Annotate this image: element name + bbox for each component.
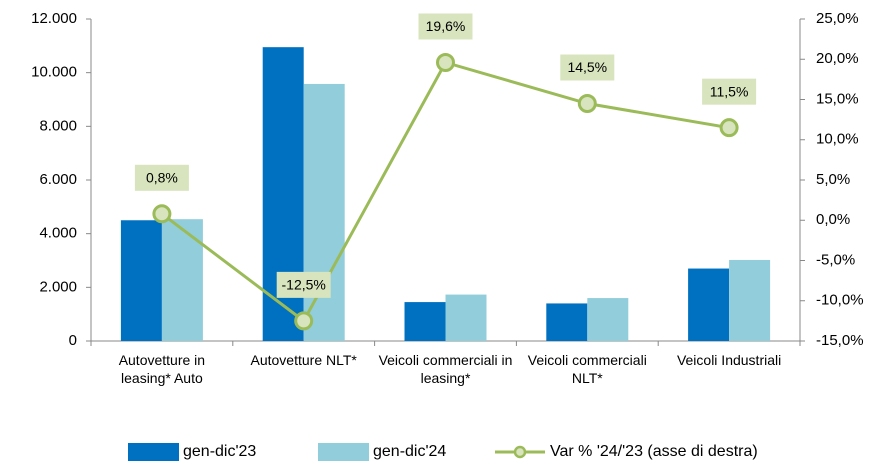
value-label: 14,5%: [567, 59, 607, 75]
bar: [729, 259, 771, 341]
marker: [719, 118, 739, 138]
value-label-box: [276, 271, 331, 298]
y2-tick-label: -5,0%: [816, 251, 855, 268]
x-tick-label: Veicoli commerciali in leasing*: [378, 352, 513, 386]
y-tick-label: 4.000: [39, 225, 77, 242]
legend-swatch: [128, 443, 179, 461]
y2-tick-label: -10,0%: [816, 292, 864, 309]
line: [160, 60, 730, 324]
y-tick-label: 6.000: [39, 171, 77, 188]
y2-tick-label: -15,0%: [816, 332, 864, 349]
value-label-box: [134, 164, 189, 191]
bar: [303, 83, 345, 341]
bar: [546, 303, 588, 341]
marker: [436, 52, 455, 72]
legend-swatch: [318, 443, 369, 461]
value-label-box: [702, 78, 757, 105]
y2-tick-label: 25,0%: [816, 10, 859, 27]
marker: [152, 204, 172, 224]
y2-tick-label: 15,0%: [816, 90, 859, 107]
legend-marker: [513, 445, 527, 459]
x-tick-label: Veicoli commerciali NLT*: [527, 352, 647, 386]
y-tick-label: 0: [69, 332, 77, 349]
y2-tick-label: 20,0%: [816, 50, 859, 67]
x-tick-label: Autovetture in leasing* Auto: [118, 352, 206, 386]
y-tick-label: 10.000: [31, 64, 77, 81]
x-tick-label: Veicoli Industriali: [676, 352, 782, 368]
y2-tick-label: 5,0%: [816, 171, 850, 188]
legend-label: gen-dic'24: [373, 443, 446, 460]
bar: [120, 220, 162, 341]
value-label: 11,5%: [710, 83, 749, 99]
y2-tick-label: 0,0%: [816, 211, 850, 228]
value-label: -12,5%: [282, 277, 326, 293]
bar: [404, 302, 446, 341]
y-tick-label: 2.000: [39, 278, 77, 295]
value-label: 0,8%: [146, 170, 178, 186]
bar: [688, 268, 730, 341]
marker: [577, 94, 597, 114]
bar: [445, 294, 487, 341]
legend-label: Var % '24/'23 (asse di destra): [550, 443, 758, 460]
value-label-box: [418, 13, 473, 40]
bar: [161, 219, 203, 341]
y-tick-label: 8.000: [39, 117, 77, 134]
x-tick-label: Autovetture NLT*: [250, 352, 357, 368]
bar: [587, 298, 629, 341]
value-label-box: [560, 54, 615, 81]
legend-label: gen-dic'23: [183, 443, 256, 460]
marker: [294, 311, 314, 331]
value-label: 19,6%: [426, 18, 466, 34]
y2-tick-label: 10,0%: [816, 131, 859, 148]
y-tick-label: 12.000: [31, 10, 77, 27]
